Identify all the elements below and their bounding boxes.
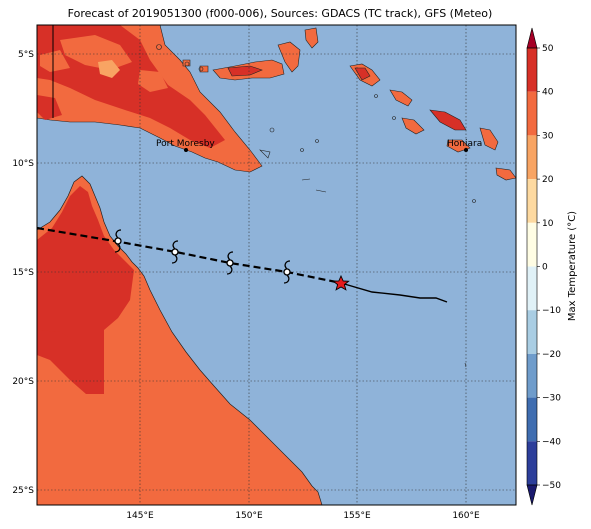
colorbar-segment <box>527 397 537 442</box>
colorbar-extend-max <box>526 27 538 49</box>
lat-label: 10°S <box>12 159 34 169</box>
colorbar-tick-label: 10 <box>542 219 554 229</box>
track-past <box>37 226 342 285</box>
current-position-star <box>332 274 350 291</box>
solomon-islands <box>349 63 516 181</box>
colorbar-tick-label: −40 <box>542 437 561 447</box>
colorbar-segment <box>527 266 537 311</box>
colorbar-tick-label: 20 <box>542 175 554 185</box>
colorbar-tick-label: −10 <box>542 306 561 316</box>
cyclone-symbol <box>171 240 179 264</box>
colorbar-segment <box>527 353 537 398</box>
small-islands <box>156 44 476 368</box>
colorbar-extend-min <box>526 484 538 506</box>
lon-labels: 145°E 150°E 155°E 160°E <box>126 511 480 521</box>
colorbar-tick-label: −30 <box>542 394 561 404</box>
lat-label: 5°S <box>18 50 34 60</box>
lon-label: 150°E <box>235 511 263 521</box>
cyclone-symbol <box>283 260 291 284</box>
city-label-honiara: Honiara <box>447 139 482 149</box>
map-title: Forecast of 2019051300 (f000-006), Sourc… <box>67 7 493 20</box>
bismarck-islands <box>182 27 319 81</box>
colorbar: 50 40 30 20 10 0 −10 −20 −30 −40 −50 <box>526 27 561 506</box>
colorbar-tick-label: 30 <box>542 131 554 141</box>
honiara-dot <box>464 148 468 152</box>
colorbar-segment <box>527 91 537 136</box>
colorbar-tick-label: −20 <box>542 350 561 360</box>
cyclone-symbol <box>226 251 234 275</box>
colorbar-tick-label: −50 <box>542 481 561 491</box>
lat-label: 25°S <box>12 486 34 496</box>
cyclone-symbol <box>114 229 122 253</box>
map-frame <box>36 24 517 506</box>
track-future <box>340 282 448 303</box>
colorbar-tick-label: 0 <box>542 263 548 273</box>
city-label-port-moresby: Port Moresby <box>156 139 215 149</box>
colorbar-segment <box>527 48 537 92</box>
lat-labels: 5°S 10°S 15°S 20°S 25°S <box>12 50 34 496</box>
colorbar-segment <box>527 179 537 223</box>
lon-label: 160°E <box>452 511 480 521</box>
new-guinea-land <box>37 25 263 173</box>
lon-label: 145°E <box>126 511 154 521</box>
colorbar-segment <box>527 135 537 180</box>
australia-land <box>37 175 323 505</box>
lat-label: 15°S <box>12 268 34 278</box>
colorbar-segment <box>527 222 537 267</box>
gridlines <box>37 25 516 505</box>
colorbar-label: Max Temperature (°C) <box>567 211 578 321</box>
lat-label: 20°S <box>12 377 34 387</box>
colorbar-tick-label: 50 <box>542 44 554 54</box>
colorbar-tick-label: 40 <box>542 88 554 98</box>
port-moresby-dot <box>184 148 188 152</box>
cyclone-symbols <box>114 229 291 284</box>
colorbar-segment <box>527 310 537 354</box>
lon-label: 155°E <box>343 511 371 521</box>
colorbar-segment <box>527 441 537 485</box>
